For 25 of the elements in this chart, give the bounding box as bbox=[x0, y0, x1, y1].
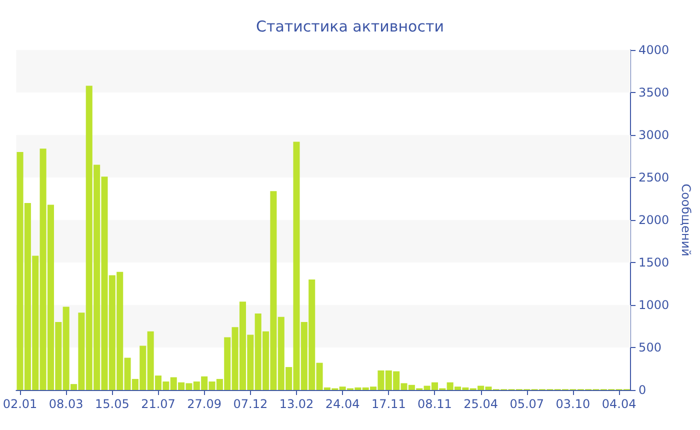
y-tick-label: 3500 bbox=[638, 86, 670, 100]
x-tick-label: 13.02 bbox=[279, 397, 314, 411]
y-tick-label: 1500 bbox=[638, 256, 670, 270]
chart-title: Статистика активности bbox=[256, 18, 444, 36]
x-tick-label: 08.03 bbox=[48, 397, 84, 411]
y-tick-label: 2000 bbox=[638, 213, 670, 227]
y-tick-label: 3000 bbox=[638, 128, 670, 142]
x-tick-label: 27.09 bbox=[187, 397, 222, 411]
x-tick-label: 25.04 bbox=[464, 397, 498, 411]
x-tick-label: 04.04 bbox=[602, 397, 636, 411]
x-tick-label: 02.01 bbox=[2, 397, 38, 411]
x-tick-label: 03.10 bbox=[556, 397, 590, 411]
x-tick-label: 24.04 bbox=[325, 397, 360, 411]
y-tick-label: 4000 bbox=[638, 43, 670, 57]
y-tick-label: 500 bbox=[638, 340, 662, 354]
x-tick-label: 08.11 bbox=[418, 397, 452, 411]
x-tick-label: 17.11 bbox=[371, 397, 406, 411]
y-axis-title: Сообщений bbox=[679, 184, 693, 256]
x-tick-label: 15.05 bbox=[94, 397, 130, 411]
x-tick-label: 05.07 bbox=[510, 397, 544, 411]
y-tick-label: 1000 bbox=[638, 298, 670, 312]
x-tick-label: 21.07 bbox=[141, 397, 176, 411]
y-tick-label: 2500 bbox=[638, 170, 670, 184]
y-tick-label: 0 bbox=[638, 383, 646, 397]
x-tick-label: 07.12 bbox=[233, 397, 268, 411]
